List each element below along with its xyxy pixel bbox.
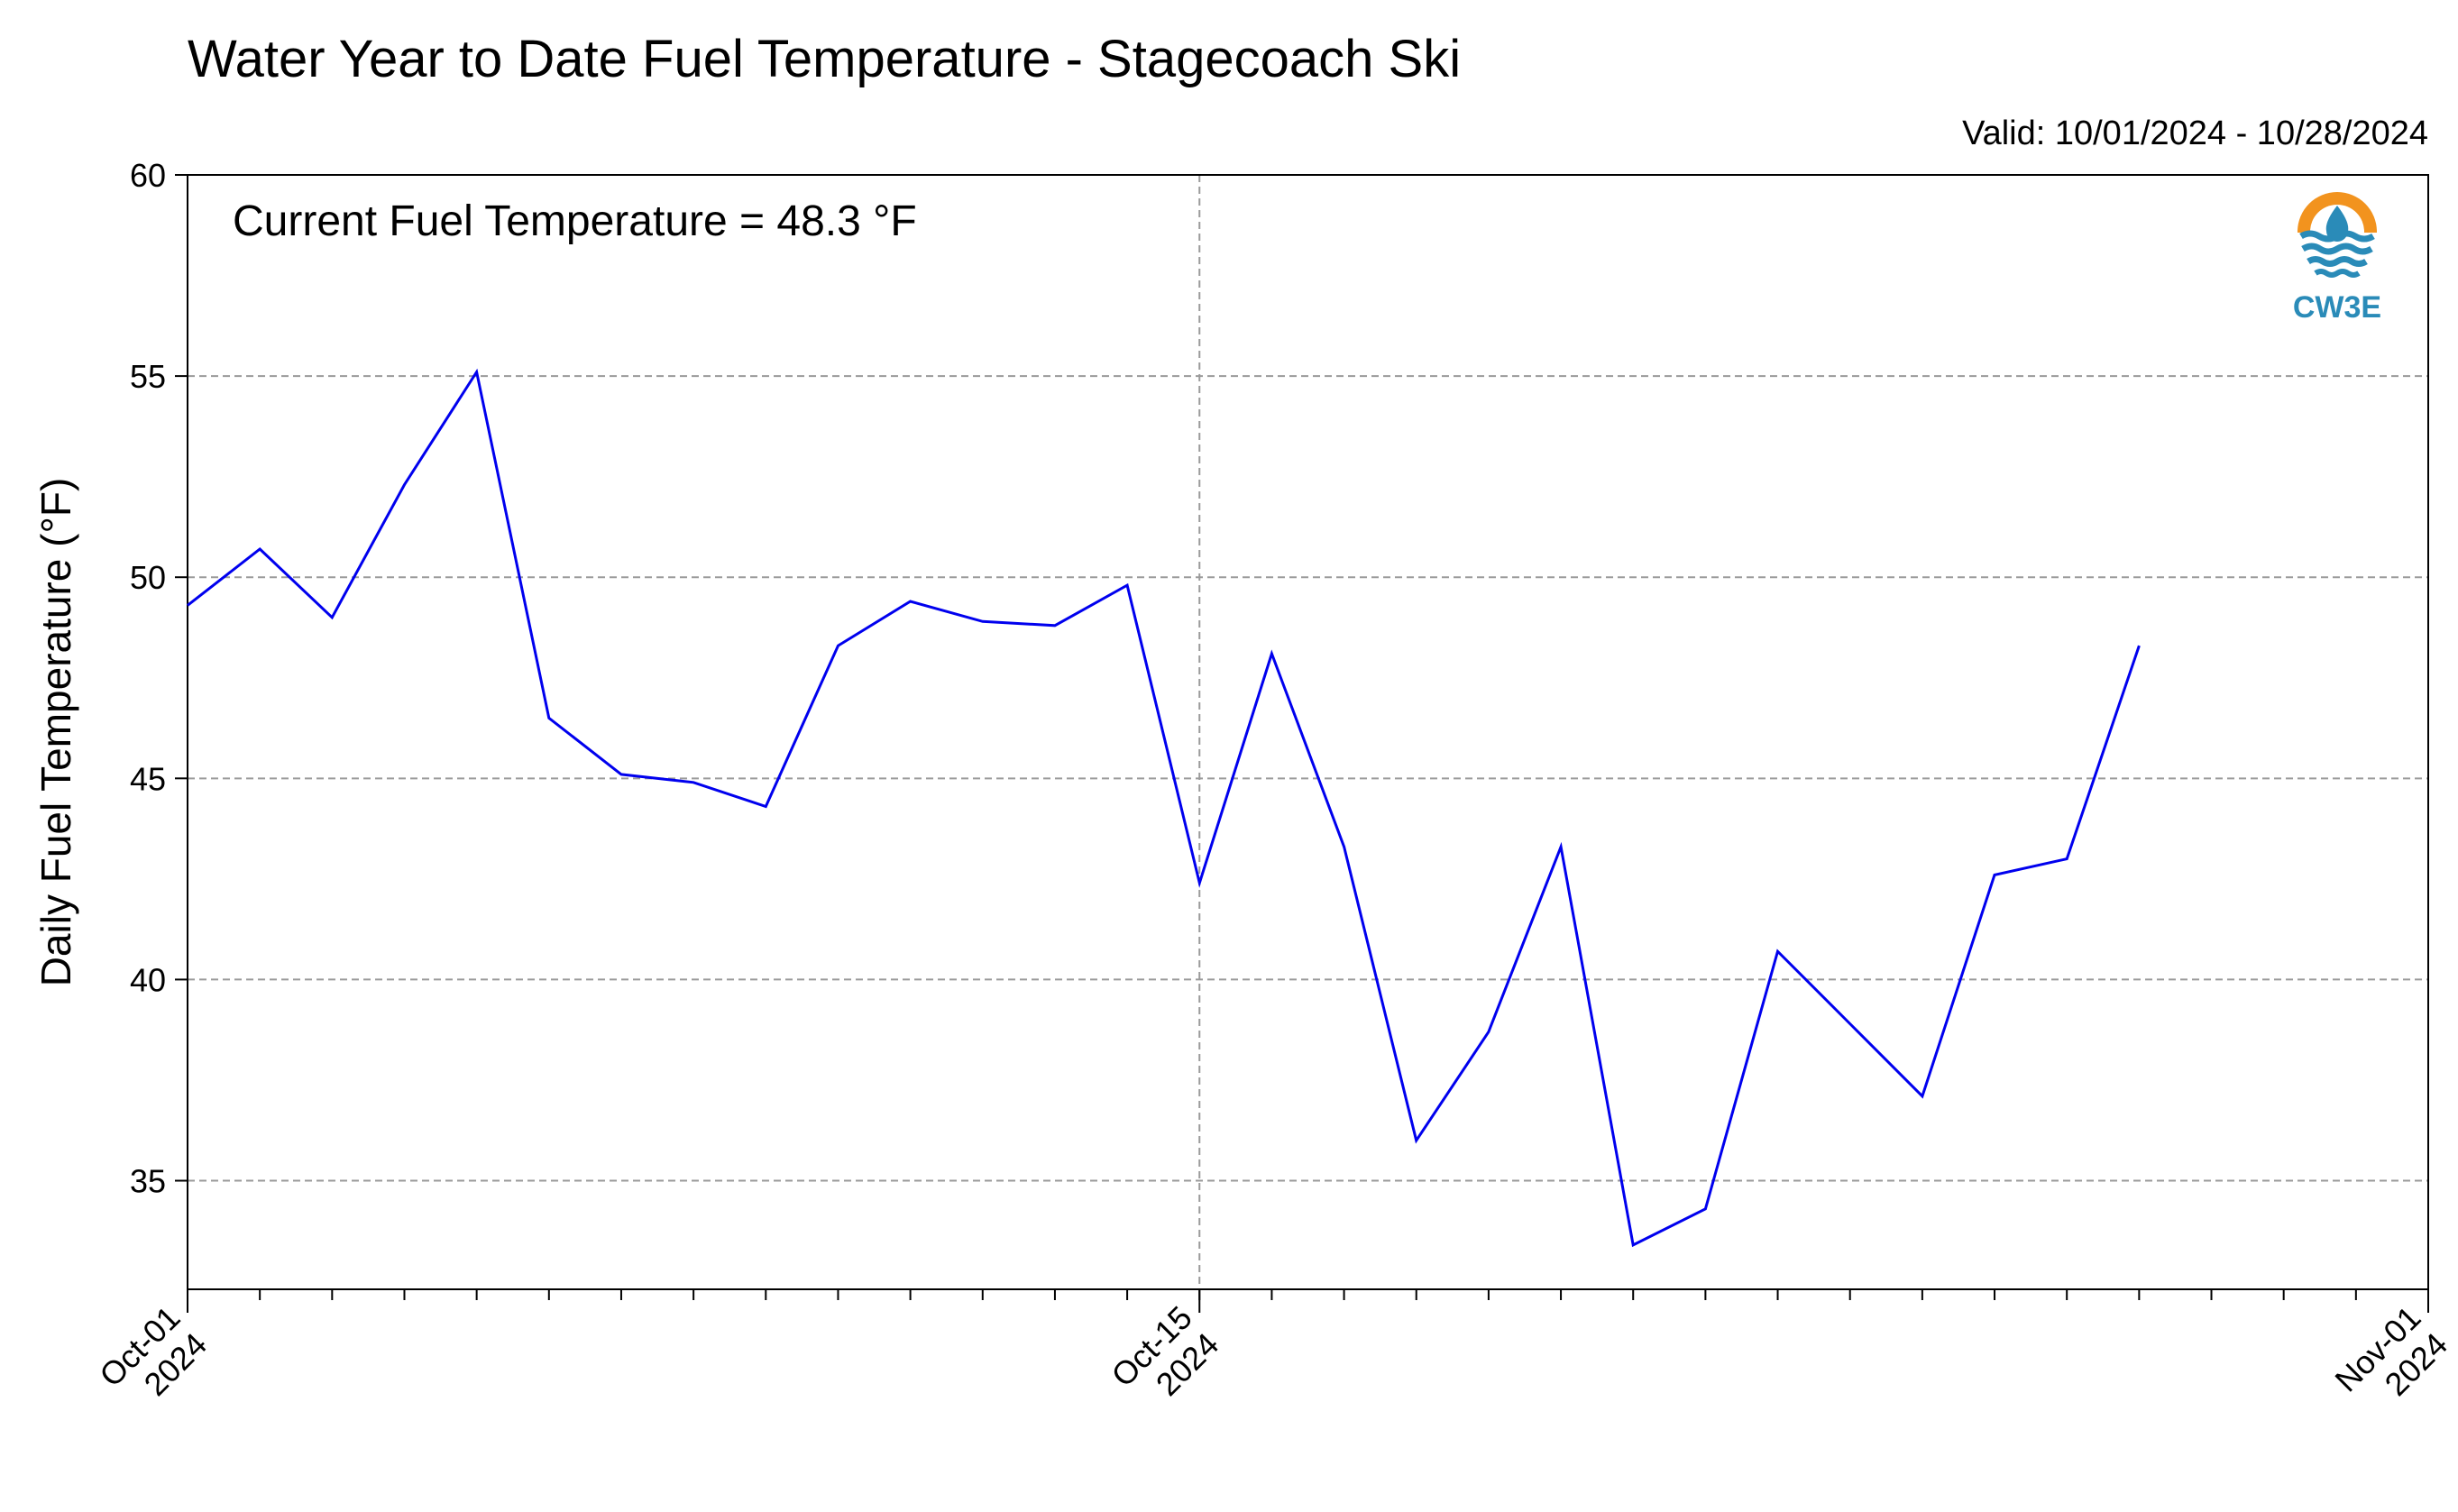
y-tick-label: 35 [130, 1163, 166, 1200]
logo-text: CW3E [2293, 290, 2381, 325]
grid-lines [188, 175, 2428, 1289]
logo-drop-icon [2325, 206, 2349, 242]
y-axis-label: Daily Fuel Temperature (°F) [32, 478, 79, 987]
valid-date-range: Valid: 10/01/2024 - 10/28/2024 [1962, 115, 2428, 152]
y-tick-label: 50 [130, 559, 166, 596]
y-tick-label: 45 [130, 760, 166, 797]
cw3e-logo: CW3E [2290, 192, 2384, 325]
fuel-temperature-line [187, 368, 2141, 1248]
y-tick-label: 55 [130, 358, 166, 395]
chart-title: Water Year to Date Fuel Temperature - St… [188, 30, 1461, 88]
plot-frame [187, 174, 2429, 1290]
y-tick-label: 40 [130, 961, 166, 998]
series-layer [187, 368, 2141, 1248]
y-axis: 35 40 45 50 55 60 [130, 157, 188, 1200]
current-fuel-temperature-annotation: Current Fuel Temperature = 48.3 °F [233, 197, 917, 245]
y-tick-label: 60 [130, 157, 166, 194]
